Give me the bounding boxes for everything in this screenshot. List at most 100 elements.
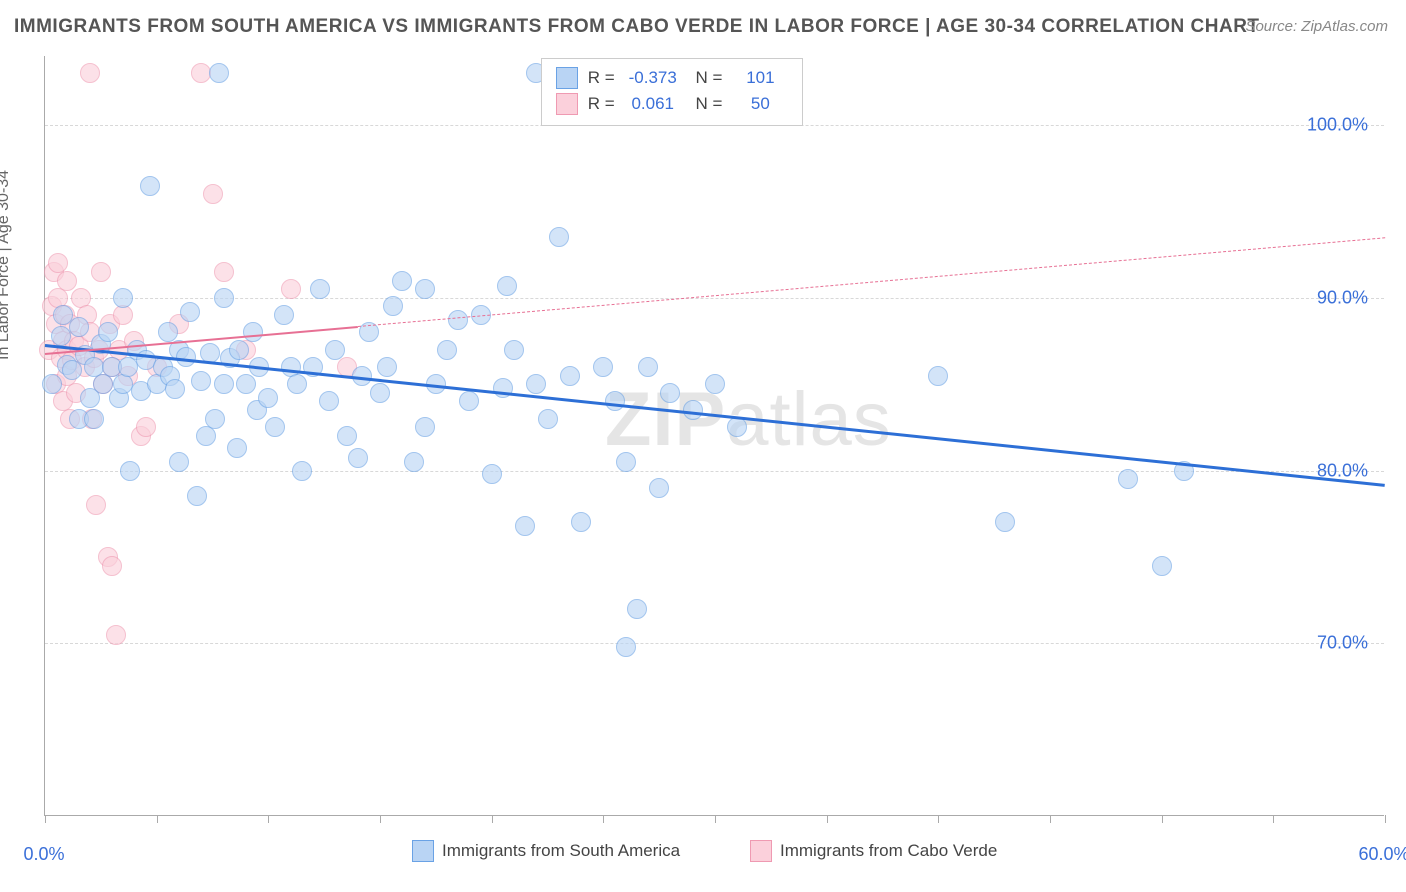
gridline <box>45 643 1384 644</box>
corr-r-label: R = <box>588 65 615 91</box>
scatter-point-south_america <box>649 478 669 498</box>
scatter-point-south_america <box>526 374 546 394</box>
x-tick <box>938 815 939 823</box>
scatter-point-south_america <box>229 340 249 360</box>
x-tick <box>1385 815 1386 823</box>
chart-title: IMMIGRANTS FROM SOUTH AMERICA VS IMMIGRA… <box>14 16 1260 38</box>
y-tick-label: 70.0% <box>1317 633 1368 654</box>
scatter-point-south_america <box>348 448 368 468</box>
scatter-point-south_america <box>187 486 207 506</box>
scatter-point-south_america <box>593 357 613 377</box>
legend-item-cabo_verde: Immigrants from Cabo Verde <box>750 840 997 862</box>
scatter-point-south_america <box>627 599 647 619</box>
scatter-point-south_america <box>191 371 211 391</box>
scatter-point-south_america <box>236 374 256 394</box>
scatter-point-south_america <box>459 391 479 411</box>
scatter-point-south_america <box>370 383 390 403</box>
trend-line-south_america <box>45 344 1385 486</box>
correlation-box: R = -0.373 N = 101R = 0.061 N = 50 <box>541 58 804 126</box>
scatter-point-cabo_verde <box>106 625 126 645</box>
x-tick <box>380 815 381 823</box>
scatter-point-south_america <box>325 340 345 360</box>
scatter-point-south_america <box>319 391 339 411</box>
scatter-point-south_america <box>169 452 189 472</box>
legend-item-south_america: Immigrants from South America <box>412 840 680 862</box>
scatter-point-south_america <box>571 512 591 532</box>
scatter-point-south_america <box>995 512 1015 532</box>
x-tick <box>268 815 269 823</box>
corr-n-value: 50 <box>732 91 788 117</box>
gridline <box>45 298 1384 299</box>
scatter-point-south_america <box>310 279 330 299</box>
scatter-point-south_america <box>227 438 247 458</box>
scatter-point-south_america <box>383 296 403 316</box>
scatter-point-south_america <box>605 391 625 411</box>
scatter-point-south_america <box>504 340 524 360</box>
scatter-point-south_america <box>638 357 658 377</box>
x-tick <box>603 815 604 823</box>
legend-swatch <box>750 840 772 862</box>
corr-r-label: R = <box>588 91 615 117</box>
legend-swatch <box>412 840 434 862</box>
scatter-point-south_america <box>560 366 580 386</box>
y-tick-label: 100.0% <box>1307 115 1368 136</box>
scatter-point-cabo_verde <box>281 279 301 299</box>
x-tick <box>157 815 158 823</box>
x-tick <box>1273 815 1274 823</box>
scatter-point-south_america <box>292 461 312 481</box>
scatter-point-south_america <box>84 409 104 429</box>
scatter-point-south_america <box>616 637 636 657</box>
scatter-point-south_america <box>140 176 160 196</box>
corr-n-label: N = <box>691 65 723 91</box>
scatter-point-south_america <box>448 310 468 330</box>
scatter-point-cabo_verde <box>80 63 100 83</box>
x-tick <box>1162 815 1163 823</box>
correlation-row-cabo_verde: R =0.061 N =50 <box>556 91 789 117</box>
scatter-point-south_america <box>69 317 89 337</box>
scatter-point-south_america <box>660 383 680 403</box>
scatter-point-south_america <box>727 417 747 437</box>
correlation-row-south_america: R = -0.373 N = 101 <box>556 65 789 91</box>
scatter-point-south_america <box>42 374 62 394</box>
legend-swatch <box>556 67 578 89</box>
corr-r-value: -0.373 <box>625 65 681 91</box>
scatter-point-cabo_verde <box>86 495 106 515</box>
scatter-point-south_america <box>538 409 558 429</box>
scatter-point-south_america <box>415 417 435 437</box>
scatter-point-south_america <box>287 374 307 394</box>
x-tick-label: 0.0% <box>23 844 64 865</box>
x-tick <box>45 815 46 823</box>
scatter-point-south_america <box>437 340 457 360</box>
scatter-point-south_america <box>205 409 225 429</box>
scatter-point-cabo_verde <box>136 417 156 437</box>
scatter-point-south_america <box>243 322 263 342</box>
scatter-point-south_america <box>404 452 424 472</box>
scatter-point-south_america <box>274 305 294 325</box>
scatter-point-south_america <box>51 326 71 346</box>
scatter-point-south_america <box>482 464 502 484</box>
legend-swatch <box>556 93 578 115</box>
scatter-point-south_america <box>705 374 725 394</box>
x-tick <box>492 815 493 823</box>
chart-container: IMMIGRANTS FROM SOUTH AMERICA VS IMMIGRA… <box>0 0 1406 892</box>
corr-r-value: 0.061 <box>625 91 681 117</box>
scatter-point-south_america <box>214 374 234 394</box>
legend-label: Immigrants from South America <box>442 841 680 861</box>
scatter-point-south_america <box>214 288 234 308</box>
scatter-point-south_america <box>497 276 517 296</box>
scatter-point-south_america <box>1118 469 1138 489</box>
scatter-point-south_america <box>165 379 185 399</box>
scatter-point-south_america <box>377 357 397 377</box>
legend-label: Immigrants from Cabo Verde <box>780 841 997 861</box>
scatter-point-south_america <box>515 516 535 536</box>
x-tick <box>827 815 828 823</box>
plot-area: ZIPatlas 70.0%80.0%90.0%100.0%R =-0.373 … <box>44 56 1384 816</box>
x-tick-label: 60.0% <box>1358 844 1406 865</box>
scatter-point-south_america <box>265 417 285 437</box>
scatter-point-south_america <box>196 426 216 446</box>
scatter-point-south_america <box>1152 556 1172 576</box>
scatter-point-cabo_verde <box>113 305 133 325</box>
corr-n-value: 101 <box>732 65 788 91</box>
scatter-point-south_america <box>176 347 196 367</box>
scatter-point-cabo_verde <box>91 262 111 282</box>
